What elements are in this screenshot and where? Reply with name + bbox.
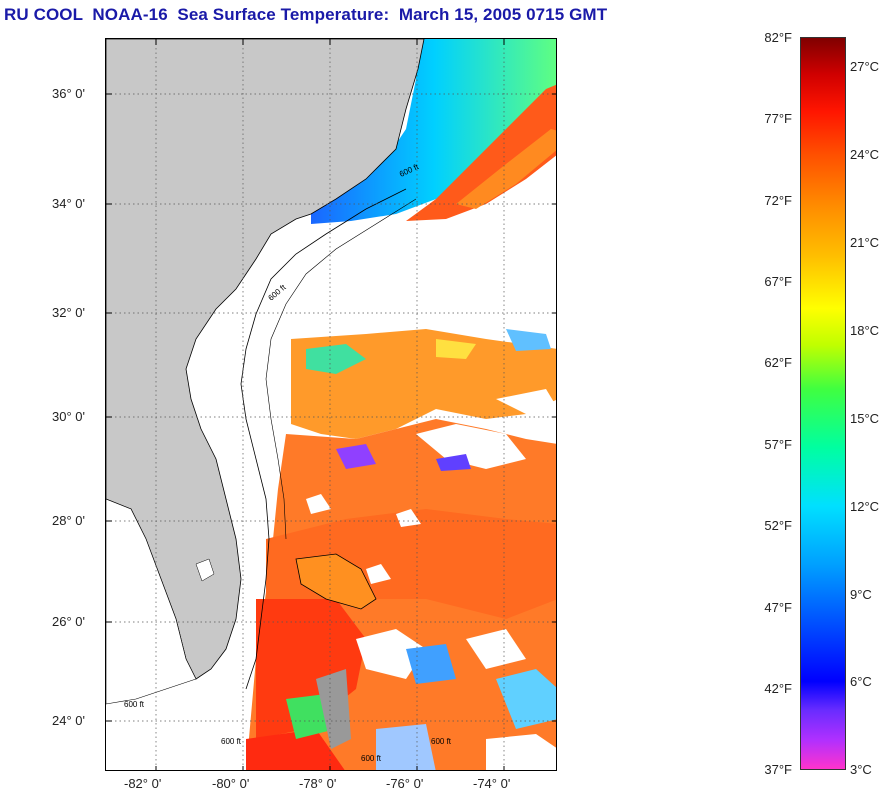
lat-label-34: 34° 0' <box>52 196 85 211</box>
colorbar-c-label: 27°C <box>850 59 880 74</box>
contour-label: 600 ft <box>431 737 452 746</box>
colorbar-c-label: 24°C <box>850 147 880 162</box>
lon-label-76: -76° 0' <box>386 776 424 791</box>
axis-ticks <box>106 39 556 770</box>
temperature-colorbar <box>800 37 846 770</box>
bahamas-bank <box>295 553 377 610</box>
lat-label-30: 30° 0' <box>52 409 85 424</box>
colorbar-f-label: 72°F <box>764 193 792 208</box>
lat-label-24: 24° 0' <box>52 713 85 728</box>
lon-label-74: -74° 0' <box>473 776 511 791</box>
colorbar-c-label: 21°C <box>850 235 880 250</box>
lat-label-26: 26° 0' <box>52 614 85 629</box>
colorbar-f-label: 62°F <box>764 355 792 370</box>
colorbar-f-label: 82°F <box>764 30 792 45</box>
graticule <box>106 39 556 770</box>
colorbar-c-label: 6°C <box>850 674 872 689</box>
colorbar-c-label: 12°C <box>850 499 880 514</box>
contour-label: 600 ft <box>124 700 145 709</box>
gulf-stream-north <box>406 84 556 221</box>
contour-label: 600 ft <box>361 754 382 763</box>
lake-okeechobee <box>195 558 215 582</box>
colorbar-f-label: 47°F <box>764 600 792 615</box>
sst-map-canvas: 600 ft 600 ft 600 ft 600 ft 600 ft 600 f… <box>106 39 556 770</box>
cold-shelf-water <box>311 39 556 224</box>
page-title: RU COOL NOAA-16 Sea Surface Temperature:… <box>4 5 608 24</box>
colorbar-c-label: 3°C <box>850 762 872 777</box>
colorbar-c-label: 9°C <box>850 587 872 602</box>
colorbar-f-label: 57°F <box>764 437 792 452</box>
lat-label-36: 36° 0' <box>52 86 85 101</box>
sst-map[interactable]: 600 ft 600 ft 600 ft 600 ft 600 ft 600 f… <box>105 38 557 771</box>
lon-label-78: -78° 0' <box>299 776 337 791</box>
colorbar-f-label: 37°F <box>764 762 792 777</box>
andros-island <box>316 669 351 749</box>
lat-label-28: 28° 0' <box>52 513 85 528</box>
colorbar-c-label: 18°C <box>850 323 880 338</box>
lon-label-82: -82° 0' <box>124 776 162 791</box>
colorbar-c-label: 15°C <box>850 411 880 426</box>
colorbar-f-label: 42°F <box>764 681 792 696</box>
colorbar-f-label: 67°F <box>764 274 792 289</box>
lon-label-80: -80° 0' <box>212 776 250 791</box>
lat-label-32: 32° 0' <box>52 305 85 320</box>
contour-label: 600 ft <box>221 737 242 746</box>
colorbar-f-label: 77°F <box>764 111 792 126</box>
shelf-contour-600ft <box>240 188 407 690</box>
colorbar-f-label: 52°F <box>764 518 792 533</box>
